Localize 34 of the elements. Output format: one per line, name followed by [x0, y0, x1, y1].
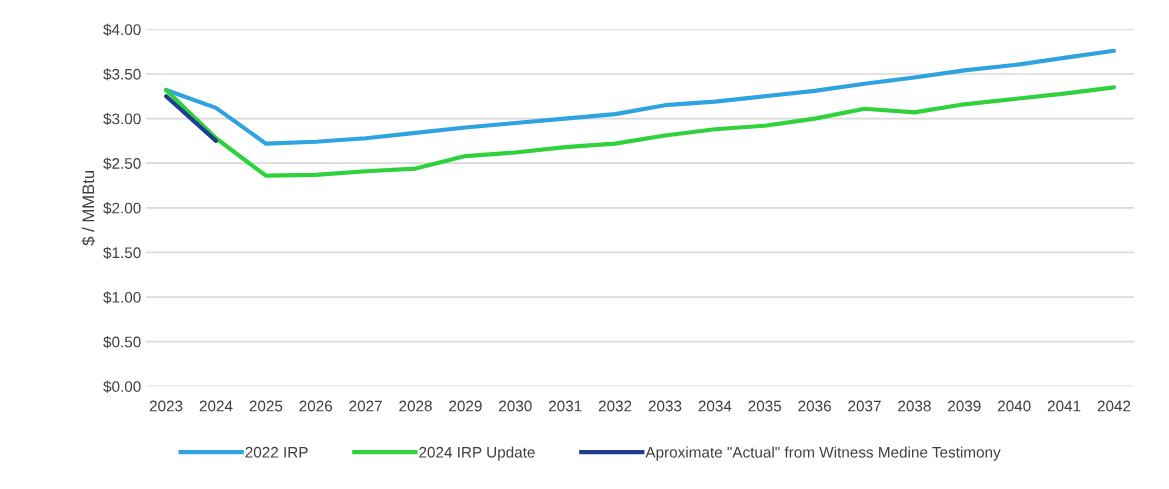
y-tick-label: $4.00 [103, 23, 141, 36]
x-tick-label: 2034 [698, 400, 732, 412]
x-tick-label: 2031 [548, 400, 582, 412]
x-tick-label: 2038 [898, 400, 931, 412]
y-tick-label: $2.50 [103, 157, 141, 170]
x-tick-label: 2036 [798, 400, 831, 412]
x-tick-label: 2041 [1047, 400, 1081, 412]
x-tick-label: 2035 [748, 400, 782, 412]
line-series [163, 85, 1117, 178]
x-tick-label: 2023 [149, 400, 183, 412]
x-tick-label: 2033 [648, 400, 682, 412]
x-tick-label: 2024 [199, 400, 233, 412]
y-tick-label: $1.50 [103, 246, 141, 260]
y-tick-label: $0.00 [103, 380, 141, 393]
y-tick-label: $2.00 [103, 202, 141, 215]
x-tick-label: 2032 [598, 400, 632, 412]
x-tick-label: 2042 [1097, 400, 1131, 412]
x-tick-label: 2028 [399, 400, 432, 412]
x-tick-label: 2029 [449, 400, 482, 412]
y-tick-label: $3.00 [103, 112, 141, 126]
x-tick-label: 2040 [997, 400, 1031, 412]
legend-label: Aproximate "Actual" from Witness Medine Testimony [645, 446, 1001, 461]
legend-label: 2022 IRP [245, 446, 308, 458]
x-tick-label: 2037 [848, 400, 881, 412]
x-tick-label: 2026 [299, 400, 333, 412]
x-tick-label: 2027 [349, 400, 382, 412]
y-tick-label: $3.50 [103, 68, 141, 81]
y-tick-label: $0.50 [103, 335, 141, 349]
legend-label: 2024 IRP Update [419, 446, 535, 461]
y-axis-title: $ / MMBtu [81, 170, 96, 246]
x-tick-label: 2025 [249, 400, 283, 412]
x-tick-label: 2030 [499, 400, 532, 412]
y-tick-label: $1.00 [103, 291, 141, 304]
x-tick-label: 2039 [948, 400, 981, 412]
